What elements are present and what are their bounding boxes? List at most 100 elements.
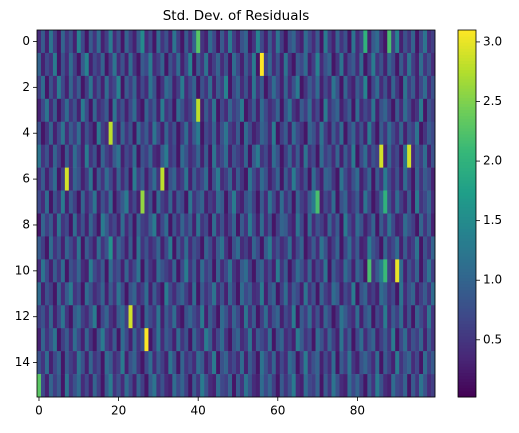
heatmap-cell: [299, 236, 304, 260]
heatmap-cell: [104, 328, 109, 352]
heatmap-cell: [307, 98, 312, 123]
heatmap-cell: [136, 305, 141, 329]
heatmap-cell: [232, 282, 237, 306]
heatmap-cell: [120, 121, 125, 145]
y-tick-label: 2: [22, 80, 30, 94]
heatmap-cell: [347, 213, 352, 237]
heatmap-cell: [92, 213, 97, 237]
heatmap-cell: [263, 236, 269, 260]
heatmap-cell: [148, 328, 153, 352]
heatmap-cell: [427, 75, 432, 100]
heatmap-cell: [371, 213, 376, 237]
heatmap-cell: [323, 144, 328, 168]
heatmap-cell: [96, 282, 101, 306]
heatmap-cell: [307, 52, 312, 77]
heatmap-cell: [411, 144, 416, 168]
heatmap-cell: [136, 167, 141, 191]
heatmap-cell: [411, 52, 416, 77]
heatmap-cell: [120, 259, 125, 283]
colorbar-step: [458, 381, 476, 386]
heatmap-cell: [415, 75, 420, 100]
heatmap-cell: [387, 213, 392, 237]
heatmap-cell: [315, 259, 320, 283]
heatmap-cell: [220, 351, 225, 375]
heatmap-cell: [92, 52, 97, 77]
heatmap-cell: [172, 30, 177, 54]
colorbar-step: [458, 91, 476, 95]
heatmap-cell: [200, 98, 205, 123]
heatmap-cell: [259, 351, 265, 375]
heatmap-cell: [251, 75, 257, 100]
colorbar-step: [458, 283, 476, 288]
heatmap-cell: [208, 374, 213, 398]
heatmap-cell: [271, 282, 277, 306]
heatmap-cell: [172, 121, 177, 145]
heatmap-cell: [323, 52, 328, 77]
heatmap-cell: [152, 75, 157, 100]
colorbar-step: [458, 237, 476, 242]
heatmap-cell: [431, 30, 436, 54]
heatmap-cell: [391, 121, 396, 145]
heatmap-cell: [303, 144, 308, 168]
heatmap-cell: [37, 75, 42, 100]
heatmap-cell: [160, 98, 165, 123]
colorbar-step: [458, 372, 476, 377]
colorbar-step: [458, 268, 476, 273]
heatmap-cell: [275, 213, 281, 237]
heatmap-cell: [128, 30, 133, 54]
heatmap-cell: [48, 75, 54, 100]
heatmap-cell: [363, 98, 368, 123]
heatmap-cell: [76, 259, 82, 283]
heatmap-cell: [339, 213, 344, 237]
heatmap-cell: [411, 213, 416, 237]
heatmap-cell: [275, 144, 281, 168]
heatmap-cell: [327, 190, 332, 214]
heatmap-cell: [176, 75, 181, 100]
heatmap-cell: [259, 236, 265, 260]
heatmap-cell: [387, 374, 392, 398]
heatmap-cell: [431, 213, 436, 237]
heatmap-cell: [88, 30, 94, 54]
heatmap-cell: [104, 213, 109, 237]
colorbar-step: [458, 274, 476, 279]
heatmap-cell: [287, 121, 293, 145]
colorbar-step: [458, 259, 476, 263]
heatmap-cell: [303, 282, 308, 306]
heatmap-cell: [431, 259, 436, 283]
heatmap-cell: [383, 121, 388, 145]
heatmap-cell: [228, 190, 233, 214]
heatmap-cell: [427, 213, 432, 237]
heatmap-cell: [188, 52, 193, 77]
colorbar-step: [458, 45, 476, 49]
heatmap-cell: [431, 144, 436, 168]
heatmap-cell: [383, 305, 388, 329]
heatmap-cell: [343, 52, 348, 77]
colorbar-step: [458, 182, 476, 187]
heatmap-cell: [208, 30, 213, 54]
heatmap-cell: [407, 52, 412, 77]
heatmap-cell: [184, 351, 189, 375]
heatmap-cell: [279, 52, 285, 77]
heatmap-cell: [100, 351, 105, 375]
heatmap-cell: [415, 374, 420, 398]
heatmap-cell: [339, 52, 344, 77]
heatmap-cell: [96, 259, 101, 283]
y-tick-label: 0: [22, 34, 30, 48]
colorbar-step: [458, 158, 476, 163]
heatmap-cell: [383, 75, 388, 100]
heatmap-cell: [419, 75, 424, 100]
heatmap-cell: [399, 190, 404, 214]
heatmap-cell: [279, 282, 285, 306]
heatmap-cell: [232, 52, 237, 77]
colorbar-step: [458, 250, 476, 254]
heatmap-cell: [112, 328, 117, 352]
heatmap-cell: [168, 351, 173, 375]
heatmap-cell: [355, 374, 360, 398]
heatmap-cell: [379, 167, 384, 191]
heatmap-cell: [267, 374, 273, 398]
heatmap-cell: [343, 374, 348, 398]
heatmap-cell: [335, 236, 340, 260]
heatmap-cell: [367, 30, 372, 54]
heatmap-cell: [395, 121, 400, 145]
heatmap-cell: [80, 236, 86, 260]
